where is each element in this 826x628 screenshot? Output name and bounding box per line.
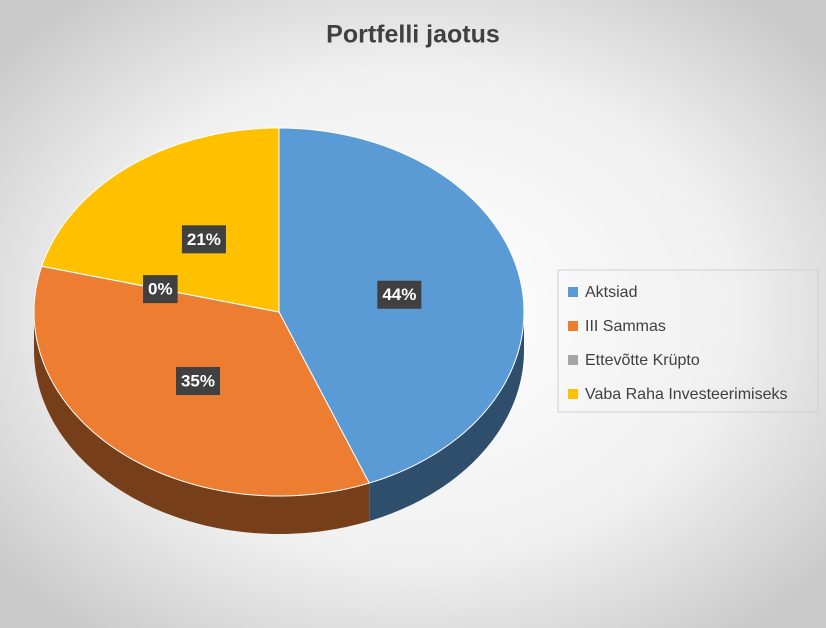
legend-swatch [568, 321, 578, 331]
slice [41, 127, 280, 313]
data-label-box [181, 225, 226, 254]
data-label-box [143, 275, 178, 304]
legend-label: III Sammas [585, 318, 666, 335]
legend-swatch [568, 287, 578, 297]
legend-label: Aktsiad [585, 284, 637, 301]
pie-tops [33, 127, 525, 497]
legend-box [557, 269, 819, 413]
data-label: 0% [148, 280, 173, 299]
legend-swatch [568, 389, 578, 399]
data-label-box [175, 367, 221, 396]
slice-side [34, 312, 370, 534]
chart-title: Portfelli jaotus [326, 21, 500, 49]
data-label: 35% [181, 371, 215, 390]
legend-swatch [568, 355, 578, 365]
data-labels: 44% 35% 0% 21% [143, 225, 422, 396]
data-label: 44% [382, 285, 416, 304]
legend-label: Vaba Raha Investeerimiseks [585, 386, 787, 403]
legend-label: Ettevõtte Krüpto [585, 352, 700, 369]
legend: Aktsiad III Sammas Ettevõtte Krüpto Vaba Ra… [568, 284, 787, 403]
data-label: 21% [187, 230, 221, 249]
data-label-box [377, 280, 422, 309]
